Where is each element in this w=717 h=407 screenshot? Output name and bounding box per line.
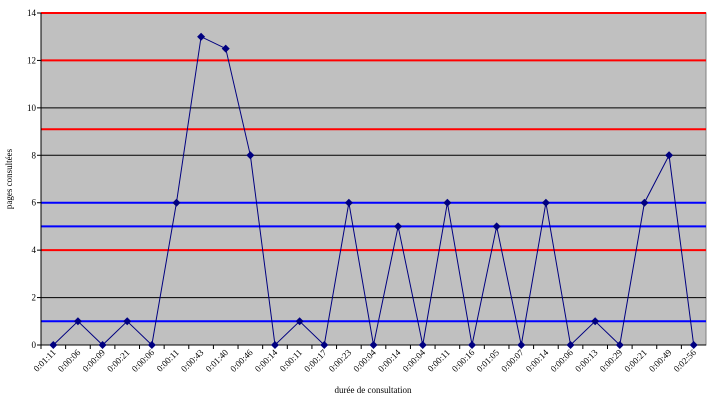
x-tick-label: 0:00:43 <box>179 347 206 374</box>
data-point <box>615 341 624 349</box>
x-tick-label: 0:00:06 <box>548 347 575 374</box>
x-tick-label: 0:00:49 <box>647 347 674 374</box>
x-tick-label: 0:01:40 <box>204 347 231 374</box>
data-point <box>172 198 181 207</box>
x-tick-label: 0:00:17 <box>302 347 329 374</box>
x-tick-label: 0:00:14 <box>524 347 551 374</box>
data-point <box>123 317 132 326</box>
data-point <box>270 341 279 349</box>
x-tick-label: 0:00:16 <box>450 347 477 374</box>
data-point <box>541 198 550 207</box>
x-tick-label: 0:00:23 <box>327 347 354 374</box>
data-point <box>369 341 378 349</box>
data-point <box>394 222 403 231</box>
y-tick-label: 2 <box>32 293 37 303</box>
x-tick-label: 0:00:14 <box>376 347 403 374</box>
x-tick-label: 0:00:14 <box>253 347 280 374</box>
x-tick-label: 0:00:13 <box>573 347 600 374</box>
x-tick-label: 0:00:06 <box>56 347 83 374</box>
data-point <box>591 317 600 326</box>
data-point <box>344 198 353 207</box>
x-tick-label: 0:00:46 <box>228 347 255 374</box>
y-tick-label: 6 <box>32 198 37 208</box>
data-point <box>197 32 206 41</box>
data-point <box>221 44 230 53</box>
x-tick-label: 0:01:11 <box>31 347 57 373</box>
data-point <box>468 341 477 349</box>
x-axis-title: durée de consultation <box>335 385 412 395</box>
data-point <box>492 222 501 231</box>
y-tick-label: 0 <box>32 340 37 350</box>
data-point <box>147 341 156 349</box>
plot-area <box>40 12 707 346</box>
data-point <box>98 341 107 349</box>
data-point <box>49 341 58 349</box>
data-point <box>443 198 452 207</box>
x-tick-label: 0:00:04 <box>351 347 378 374</box>
data-point <box>566 341 575 349</box>
x-tick-label: 0:00:21 <box>622 347 649 374</box>
y-tick-label: 12 <box>27 55 36 65</box>
y-tick-label: 8 <box>32 150 37 160</box>
data-point <box>640 198 649 207</box>
data-point <box>418 341 427 349</box>
x-tick-label: 0:00:09 <box>80 347 107 374</box>
x-tick-label: 0:02:56 <box>672 347 699 374</box>
x-tick-label: 0:00:11 <box>426 347 452 373</box>
x-tick-label: 0:00:11 <box>278 347 304 373</box>
data-point <box>246 151 255 160</box>
x-tick-label: 0:00:04 <box>401 347 428 374</box>
data-point <box>320 341 329 349</box>
x-tick-label: 0:00:06 <box>130 347 157 374</box>
x-tick-label: 0:00:21 <box>105 347 132 374</box>
data-point <box>689 341 698 349</box>
y-axis-title: pages consultées <box>4 148 14 209</box>
y-tick-label: 10 <box>27 103 37 113</box>
y-tick-label: 14 <box>27 8 37 18</box>
x-tick-label: 0:00:07 <box>499 347 526 374</box>
x-tick-label: 0:00:11 <box>155 347 181 373</box>
data-point <box>295 317 304 326</box>
y-tick-label: 4 <box>32 245 37 255</box>
data-point <box>73 317 82 326</box>
x-tick-label: 0:00:29 <box>598 347 625 374</box>
data-point <box>517 341 526 349</box>
data-point <box>665 151 674 160</box>
x-tick-label: 0:01:05 <box>475 347 502 374</box>
